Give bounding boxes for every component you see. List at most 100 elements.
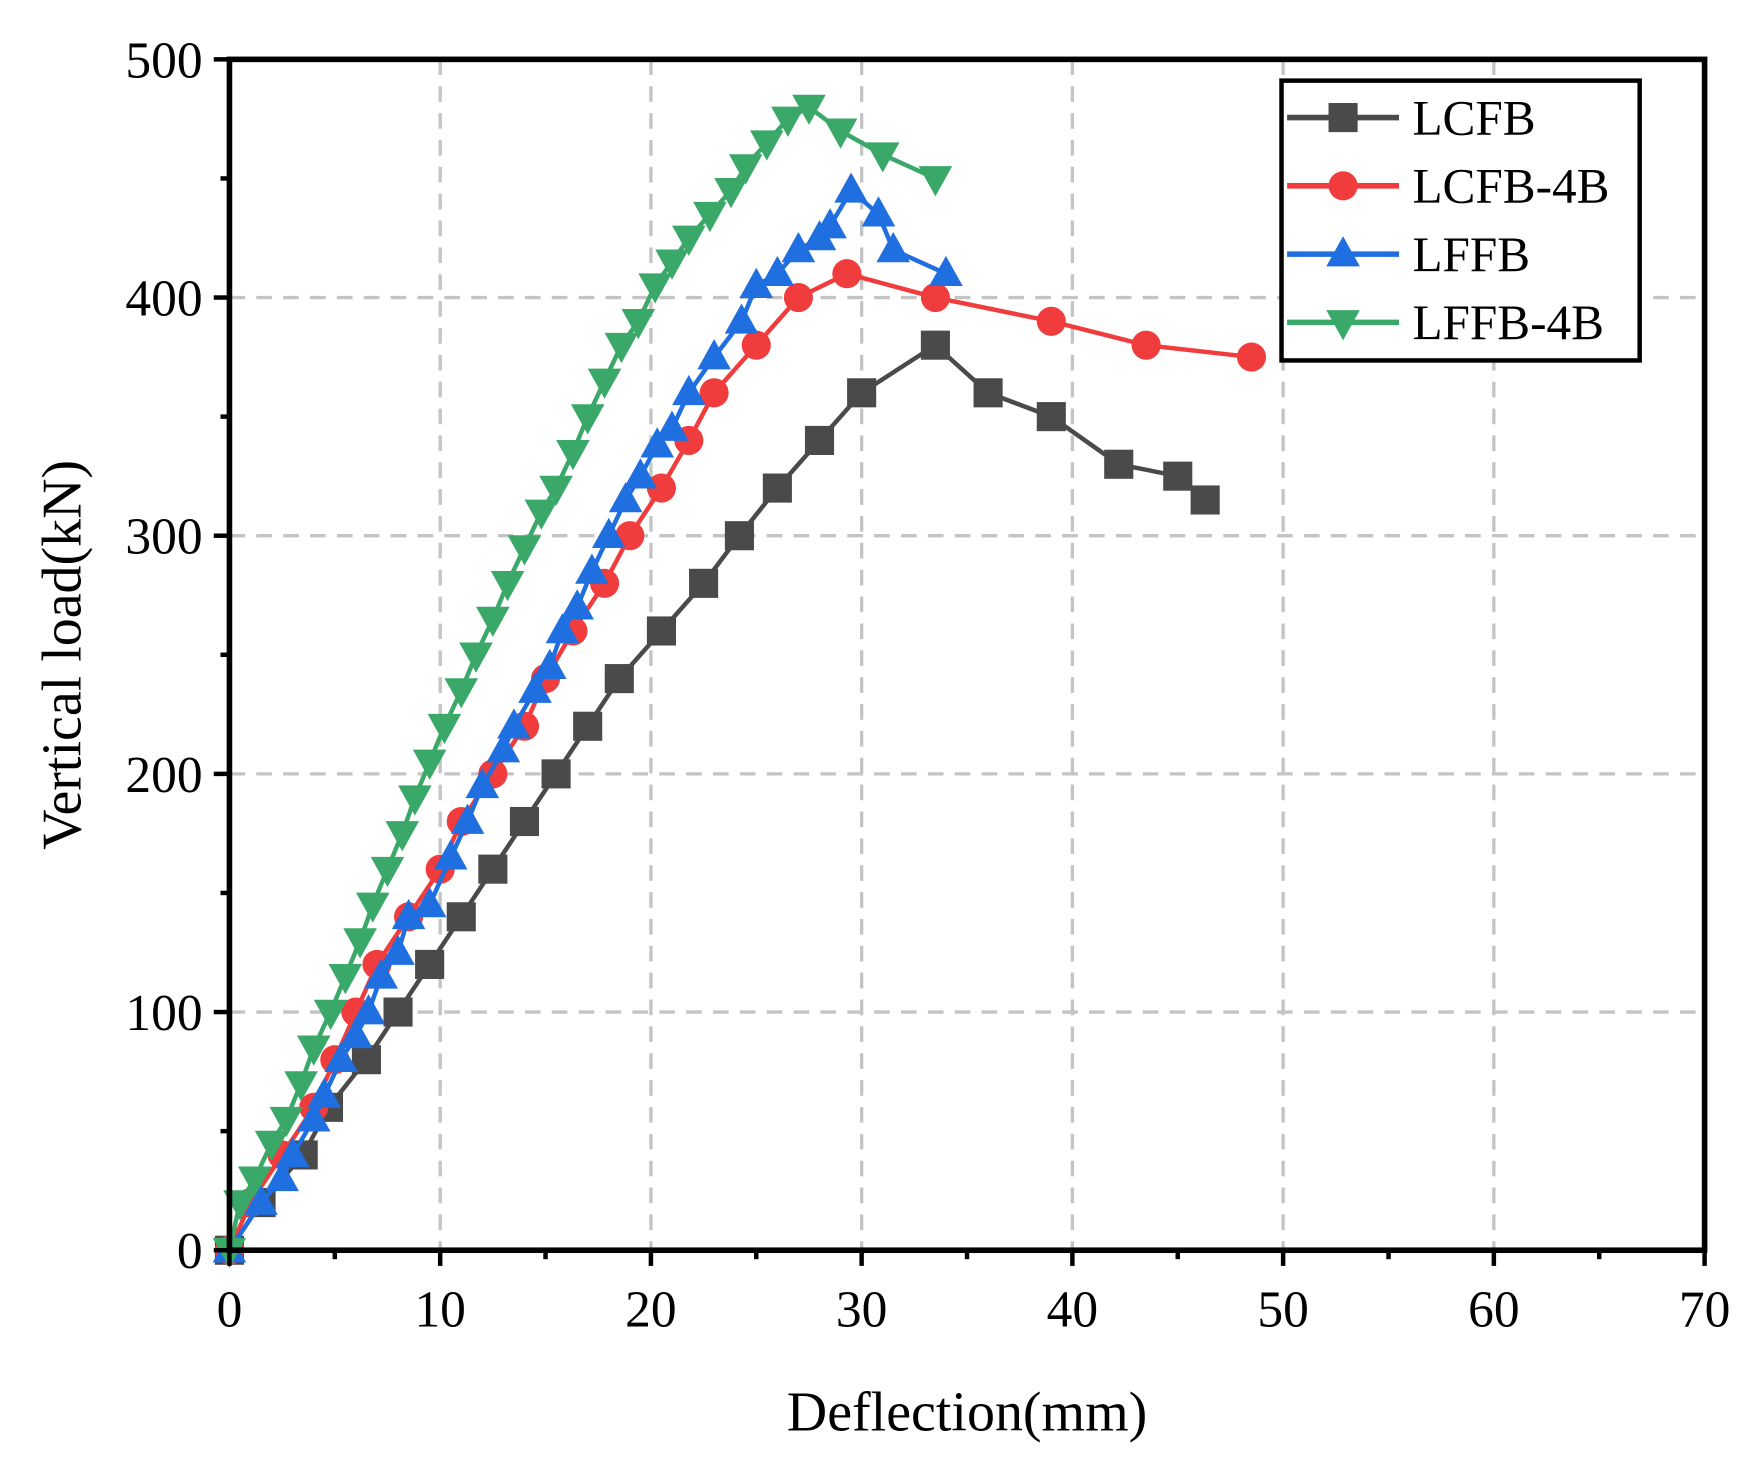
data-point xyxy=(412,749,447,780)
legend-marker-icon xyxy=(1328,171,1358,201)
series-lffb xyxy=(212,172,963,1263)
data-point xyxy=(847,378,877,408)
grid xyxy=(229,59,1705,1251)
data-point xyxy=(672,225,706,256)
legend-marker-icon xyxy=(1326,310,1360,341)
series-lcfb-4b xyxy=(214,259,1267,1265)
data-point xyxy=(655,249,689,280)
data-point xyxy=(560,589,594,620)
data-point xyxy=(509,806,540,837)
data-point xyxy=(296,1101,331,1132)
legend-label: LFFB-4B xyxy=(1412,295,1604,350)
y-tick-label: 100 xyxy=(125,985,202,1042)
data-point xyxy=(804,425,835,455)
data-point xyxy=(646,616,676,646)
x-tick-label: 0 xyxy=(217,1281,243,1338)
data-point xyxy=(783,282,813,313)
x-tick-label: 20 xyxy=(625,1281,676,1338)
series-line xyxy=(227,271,1252,1252)
data-point xyxy=(490,571,525,602)
data-point xyxy=(351,1045,381,1075)
data-point xyxy=(621,309,656,340)
data-point xyxy=(689,568,719,598)
data-point xyxy=(343,928,377,959)
data-point xyxy=(640,427,675,458)
data-point xyxy=(284,1071,318,1102)
x-tick-label: 40 xyxy=(1047,1281,1098,1338)
data-point xyxy=(813,208,847,239)
data-point xyxy=(415,949,445,979)
data-point xyxy=(741,330,771,360)
data-point xyxy=(237,1166,272,1197)
data-point xyxy=(450,803,485,834)
data-point xyxy=(412,886,447,918)
data-point xyxy=(444,678,479,709)
data-point xyxy=(832,259,862,289)
data-point xyxy=(370,856,405,888)
data-point xyxy=(1163,461,1193,491)
data-point xyxy=(254,1130,289,1161)
data-point xyxy=(539,475,573,506)
x-tick-label: 70 xyxy=(1679,1281,1730,1338)
data-point xyxy=(497,708,531,739)
data-point xyxy=(265,1160,299,1192)
x-tick-label: 10 xyxy=(414,1281,465,1338)
data-point xyxy=(381,934,415,965)
data-point xyxy=(351,994,386,1025)
data-point xyxy=(459,642,493,673)
data-point xyxy=(929,255,963,287)
data-point xyxy=(269,1106,304,1138)
data-point xyxy=(672,374,706,406)
x-tick-label: 60 xyxy=(1468,1281,1519,1338)
y-tick-label: 500 xyxy=(125,32,202,89)
data-point xyxy=(623,458,658,489)
data-point xyxy=(973,378,1003,408)
data-point xyxy=(739,267,774,298)
data-point xyxy=(608,482,643,513)
data-point xyxy=(771,106,805,137)
data-point xyxy=(556,440,590,471)
data-point xyxy=(1236,342,1267,372)
data-point xyxy=(339,1017,373,1049)
data-point xyxy=(655,410,689,441)
data-point xyxy=(750,130,784,161)
y-tick-label: 200 xyxy=(125,747,202,804)
data-point xyxy=(244,1184,278,1215)
data-point xyxy=(604,664,634,694)
data-point xyxy=(570,404,605,435)
data-point xyxy=(313,999,348,1030)
data-point xyxy=(920,282,950,313)
x-axis-label: Deflection(mm) xyxy=(787,1381,1147,1443)
data-point xyxy=(697,339,731,370)
data-point xyxy=(507,535,542,566)
legend-label: LCFB-4B xyxy=(1412,159,1609,214)
data-point xyxy=(1104,449,1134,479)
data-point xyxy=(524,499,559,530)
data-point xyxy=(296,1035,331,1066)
data-point xyxy=(1131,330,1161,360)
series-layer xyxy=(212,94,1267,1269)
data-point xyxy=(573,711,603,741)
data-point xyxy=(792,94,826,125)
y-tick-label: 300 xyxy=(125,509,202,566)
data-point xyxy=(728,154,763,185)
data-point xyxy=(385,821,420,852)
data-point xyxy=(486,732,521,763)
data-point xyxy=(427,713,462,745)
data-point xyxy=(781,231,816,263)
data-point xyxy=(591,517,626,549)
data-point xyxy=(918,166,953,197)
data-point xyxy=(446,902,476,932)
data-point xyxy=(724,303,759,334)
data-point xyxy=(478,854,508,884)
data-point xyxy=(1190,485,1220,515)
legend-marker-icon xyxy=(1326,236,1360,267)
data-point xyxy=(383,997,413,1027)
data-point xyxy=(391,898,426,930)
data-point xyxy=(823,118,858,149)
series-line xyxy=(227,342,1207,1252)
data-point xyxy=(575,553,609,584)
data-point xyxy=(604,332,639,364)
data-point xyxy=(398,785,432,816)
